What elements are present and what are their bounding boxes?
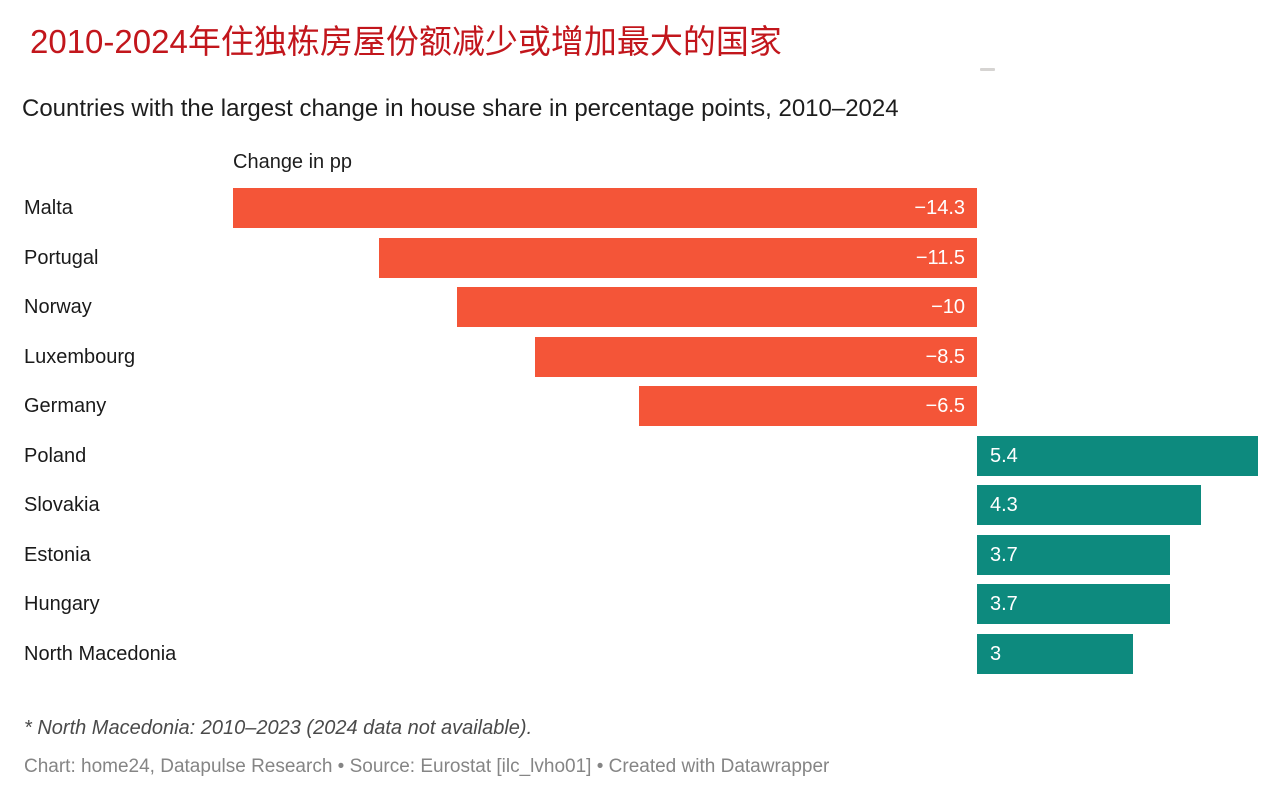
chart-credit: Chart: home24, Datapulse Research • Sour… <box>24 756 830 777</box>
bar-value-label: −8.5 <box>925 345 965 368</box>
category-label-hungary: Hungary <box>24 592 100 615</box>
bar-luxembourg: −8.5 <box>535 337 977 377</box>
bar-chart: Malta −14.3 Portugal −11.5 Norway −10 Luxembou… <box>24 188 1258 674</box>
bar-hungary: 3.7 <box>977 584 1170 624</box>
bar-value-label: 3.7 <box>990 543 1018 566</box>
bar-value-label: −11.5 <box>915 246 965 269</box>
chart-footnote: * North Macedonia: 2010–2023 (2024 data … <box>24 717 533 739</box>
bar-malta: −14.3 <box>233 188 977 228</box>
category-label-germany: Germany <box>24 394 107 417</box>
category-label-portugal: Portugal <box>24 246 99 269</box>
category-label-poland: Poland <box>24 444 87 467</box>
bar-north-macedonia: 3 <box>977 634 1133 674</box>
bar-value-label: 4.3 <box>990 493 1018 516</box>
bar-value-label: −6.5 <box>925 394 965 417</box>
bar-norway: −10 <box>457 287 977 327</box>
category-label-malta: Malta <box>24 196 73 219</box>
bar-value-label: 3.7 <box>990 592 1018 615</box>
bar-value-label: −10 <box>931 295 965 318</box>
page-title-chinese: 2010-2024年住独栋房屋份额减少或增加最大的国家 <box>30 23 782 60</box>
category-label-north-macedonia: North Macedonia <box>24 642 177 665</box>
bar-germany: −6.5 <box>639 386 977 426</box>
bar-estonia: 3.7 <box>977 535 1170 575</box>
bar-slovakia: 4.3 <box>977 485 1201 525</box>
bar-portugal: −11.5 <box>379 238 977 278</box>
chart-title: Countries with the largest change in hou… <box>22 95 899 122</box>
category-label-slovakia: Slovakia <box>24 493 100 516</box>
bar-value-label: −14.3 <box>914 196 965 219</box>
axis-label: Change in pp <box>233 151 352 173</box>
category-label-estonia: Estonia <box>24 543 91 566</box>
category-label-luxembourg: Luxembourg <box>24 345 136 368</box>
bar-value-label: 5.4 <box>990 444 1018 467</box>
faint-dash-artifact <box>980 68 995 71</box>
bar-poland: 5.4 <box>977 436 1258 476</box>
bar-value-label: 3 <box>990 642 1002 665</box>
category-label-norway: Norway <box>24 295 92 318</box>
